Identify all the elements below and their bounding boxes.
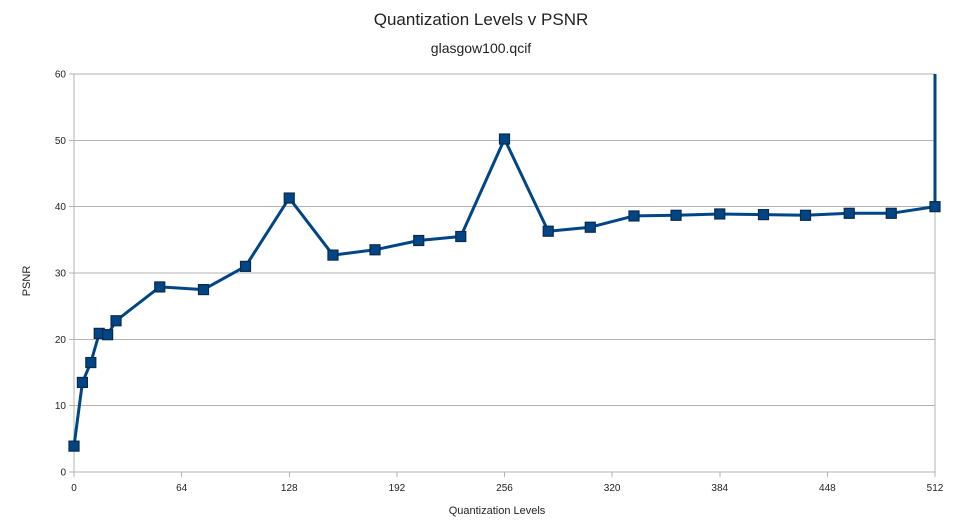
- data-point-marker: [369, 244, 381, 256]
- series-line: [72, 74, 937, 447]
- data-point-marker: [110, 315, 122, 327]
- data-point-marker: [584, 221, 596, 233]
- x-tick-label: 256: [496, 483, 513, 494]
- y-tick-label: 0: [60, 468, 66, 479]
- y-tick-label: 10: [55, 401, 67, 412]
- x-tick-label: 0: [71, 483, 77, 494]
- data-point-marker: [283, 192, 295, 204]
- y-tick-label: 20: [55, 335, 67, 346]
- y-tick-label: 30: [55, 269, 67, 280]
- y-axis-label: PSNR: [21, 266, 33, 297]
- data-point-marker: [498, 133, 511, 145]
- y-tick-label: 60: [55, 70, 67, 81]
- x-tick-label: 384: [711, 483, 728, 494]
- data-point-marker: [628, 210, 640, 222]
- data-point-marker: [68, 440, 80, 452]
- data-point-marker: [714, 208, 726, 220]
- data-markers: [68, 133, 941, 452]
- data-point-marker: [542, 225, 554, 237]
- y-tick-label: 50: [55, 136, 67, 147]
- data-point-marker: [239, 260, 252, 272]
- x-tick-label: 320: [604, 483, 621, 494]
- data-point-marker: [76, 376, 89, 389]
- data-point-marker: [413, 234, 425, 247]
- y-tick-label: 40: [55, 202, 67, 213]
- data-point-marker: [885, 207, 897, 219]
- data-point-marker: [327, 249, 339, 261]
- series-line-group: [72, 74, 937, 447]
- data-point-marker: [85, 356, 97, 369]
- data-point-marker: [197, 283, 210, 296]
- data-point-marker: [670, 209, 682, 221]
- data-point-marker: [154, 281, 166, 293]
- data-point-marker: [102, 329, 114, 341]
- x-tick-label: 448: [819, 483, 836, 494]
- data-point-marker: [929, 201, 941, 213]
- data-point-marker: [799, 209, 812, 221]
- chart-title: Quantization Levels v PSNR: [374, 10, 589, 29]
- x-tick-label: 192: [389, 483, 406, 494]
- chart-subtitle: glasgow100.qcif: [431, 40, 532, 56]
- data-point-marker: [455, 230, 467, 243]
- data-point-marker: [843, 207, 855, 219]
- x-tick-label: 64: [176, 483, 188, 494]
- tick-labels: 0 10 20 30 40 50 60 0 64 128 192 256 320 384 448 512: [55, 70, 944, 495]
- data-point-marker: [757, 209, 770, 221]
- x-axis-label: Quantization Levels: [449, 505, 546, 517]
- x-tick-label: 128: [281, 483, 298, 494]
- x-tick-label: 512: [927, 483, 944, 494]
